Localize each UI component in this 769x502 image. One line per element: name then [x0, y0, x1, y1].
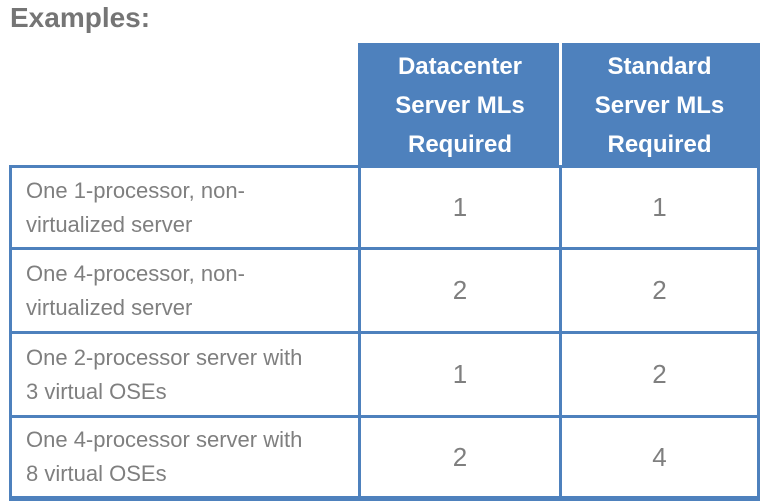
header-empty-cell: [11, 45, 360, 167]
standard-value-cell: 4: [559, 415, 760, 501]
row-label: One 4-processor, non-virtualized server: [26, 260, 245, 320]
row-label-cell: One 1-processor, non-virtualized server: [9, 165, 361, 250]
column-header-standard: Standard Server MLs Required: [559, 43, 760, 168]
table-row: One 4-processor, non-virtualized server …: [9, 247, 760, 334]
row-label-cell: One 4-processor server with 8 virtual OS…: [9, 415, 361, 501]
table-row: One 2-processor server with 3 virtual OS…: [9, 331, 760, 418]
datacenter-value-cell: 2: [358, 415, 562, 501]
license-examples-table: Datacenter Server MLs Required Standard …: [9, 43, 760, 501]
standard-value-cell: 2: [559, 331, 760, 418]
row-label-cell: One 4-processor, non-virtualized server: [9, 247, 361, 334]
datacenter-value-cell: 2: [358, 247, 562, 334]
datacenter-value-cell: 1: [358, 331, 562, 418]
datacenter-value-cell: 1: [358, 165, 562, 250]
table-row: One 1-processor, non-virtualized server …: [9, 165, 760, 250]
examples-heading: Examples:: [10, 2, 151, 33]
row-label: One 4-processor server with 8 virtual OS…: [26, 427, 303, 486]
column-header-datacenter: Datacenter Server MLs Required: [358, 43, 562, 168]
row-label: One 1-processor, non-virtualized server: [26, 177, 245, 237]
standard-value-cell: 1: [559, 165, 760, 250]
header-row: Datacenter Server MLs Required Standard …: [11, 43, 760, 168]
row-label-cell: One 2-processor server with 3 virtual OS…: [9, 331, 361, 418]
table-row: One 4-processor server with 8 virtual OS…: [9, 415, 760, 501]
row-label: One 2-processor server with 3 virtual OS…: [26, 344, 303, 404]
standard-value-cell: 2: [559, 247, 760, 334]
